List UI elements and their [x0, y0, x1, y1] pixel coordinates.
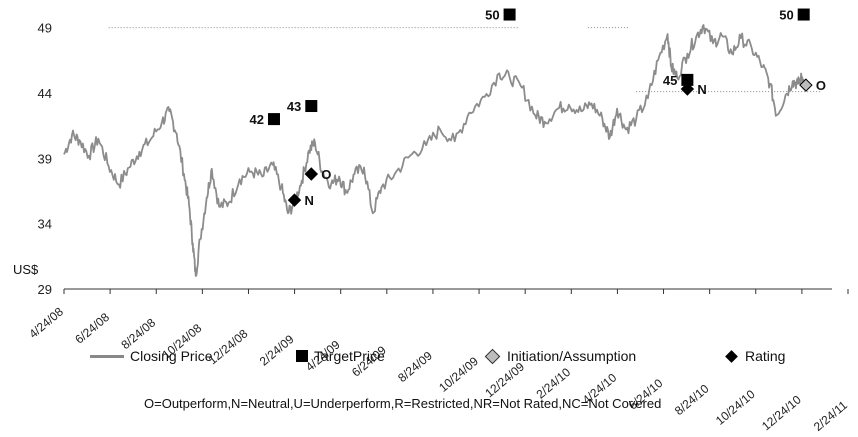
chart-legend: Closing Price TargetPrice Initiation/Ass…	[0, 344, 858, 374]
x-tick-label: 8/24/10	[672, 381, 712, 418]
x-tick-label: 12/24/10	[759, 392, 804, 433]
rating-label: O	[816, 78, 826, 93]
legend-label-initiation: Initiation/Assumption	[507, 348, 637, 364]
y-tick-label: 34	[38, 217, 52, 232]
legend-label-rating: Rating	[745, 348, 786, 364]
x-tick-label: 2/24/11	[811, 398, 850, 434]
grey-diamond-icon	[484, 348, 501, 364]
x-tick-label: 6/24/08	[72, 310, 112, 347]
target-price-marker	[267, 113, 280, 126]
legend-item-closing-price: Closing Price	[90, 348, 212, 364]
target-price-label: 45	[663, 73, 677, 88]
legend-item-target-price: TargetPrice	[296, 348, 385, 364]
rating-key-footnote: O=Outperform,N=Neutral,U=Underperform,R=…	[144, 396, 662, 411]
target-price-marker	[503, 8, 516, 21]
target-price-label: 50	[485, 8, 499, 23]
legend-item-rating: Rating	[724, 348, 785, 364]
target-price-label: 42	[250, 112, 264, 127]
legend-label-closing-price: Closing Price	[130, 348, 213, 364]
rating-marker	[680, 82, 695, 96]
rating-marker	[304, 167, 319, 181]
rating-label: N	[697, 82, 706, 97]
target-price-marker	[681, 73, 694, 86]
rating-marker	[799, 78, 813, 92]
y-axis-unit-label: US$	[13, 262, 39, 277]
x-tick-label: 4/24/08	[26, 304, 66, 341]
black-diamond-icon	[725, 349, 738, 363]
target-price-label: 43	[287, 99, 301, 114]
square-marker-icon	[296, 350, 308, 362]
rating-label: O	[321, 167, 331, 182]
y-tick-label: 29	[38, 282, 52, 297]
y-tick-label: 49	[38, 21, 52, 36]
legend-item-initiation: Initiation/Assumption	[484, 348, 636, 364]
target-price-marker	[305, 100, 318, 113]
target-price-marker	[797, 8, 810, 21]
closing-price-line	[63, 24, 807, 277]
y-tick-label: 39	[38, 151, 52, 166]
target-price-label: 50	[779, 8, 793, 23]
legend-label-target-price: TargetPrice	[314, 348, 385, 364]
closing-price-line-icon	[90, 354, 124, 358]
y-tick-label: 44	[38, 86, 52, 101]
rating-marker	[287, 193, 302, 207]
x-tick-label: 10/24/10	[713, 387, 758, 428]
rating-label: N	[304, 193, 313, 208]
